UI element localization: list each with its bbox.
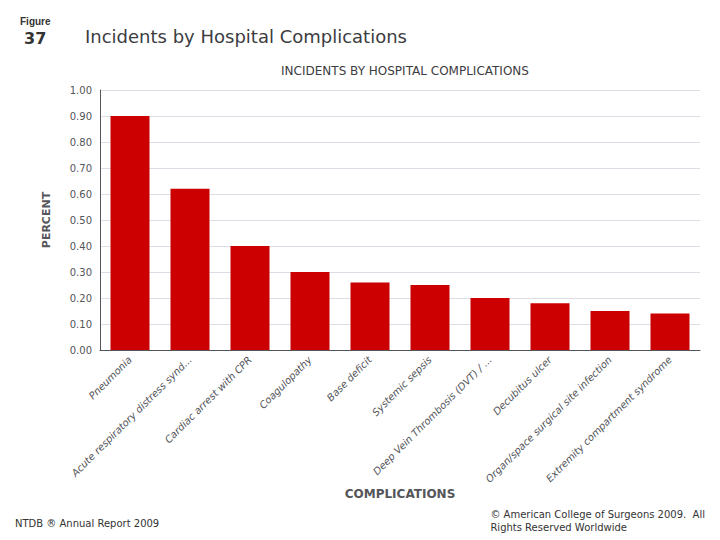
svg-text:COMPLICATIONS: COMPLICATIONS <box>345 487 456 501</box>
svg-text:0.50: 0.50 <box>70 215 92 226</box>
svg-text:Organ/space surgical site infe: Organ/space surgical site infection <box>483 354 613 484</box>
svg-text:Figure: Figure <box>20 16 51 27</box>
svg-text:0.00: 0.00 <box>70 345 92 356</box>
svg-text:0.30: 0.30 <box>70 267 92 278</box>
svg-text:PERCENT: PERCENT <box>40 191 53 248</box>
svg-text:0.90: 0.90 <box>70 111 92 122</box>
svg-text:0.40: 0.40 <box>70 241 92 252</box>
svg-text:INCIDENTS BY HOSPITAL COMPLICA: INCIDENTS BY HOSPITAL COMPLICATIONS <box>281 64 529 78</box>
svg-text:0.10: 0.10 <box>70 319 92 330</box>
svg-text:1.00: 1.00 <box>70 85 92 96</box>
svg-text:Extremity compartment syndrome: Extremity compartment syndrome <box>544 354 674 484</box>
svg-text:Deep Vein Thrombosis (DVT) / .: Deep Vein Thrombosis (DVT) / ... <box>371 354 494 477</box>
svg-text:Incidents by Hospital Complica: Incidents by Hospital Complications <box>85 26 407 47</box>
svg-text:Cardiac arrest with CPR: Cardiac arrest with CPR <box>163 354 254 445</box>
svg-text:0.70: 0.70 <box>70 163 92 174</box>
svg-text:Pneumonia: Pneumonia <box>87 354 134 401</box>
svg-text:Acute respiratory distress syn: Acute respiratory distress synd... <box>69 354 194 479</box>
svg-text:© American College of Surgeons: © American College of Surgeons 2009. All <box>490 509 705 520</box>
svg-text:0.20: 0.20 <box>70 293 92 304</box>
svg-text:0.60: 0.60 <box>70 189 92 200</box>
svg-text:Coagulopathy: Coagulopathy <box>257 353 315 411</box>
svg-text:NTDB ® Annual Report 2009: NTDB ® Annual Report 2009 <box>15 518 159 529</box>
svg-text:37: 37 <box>24 29 46 48</box>
svg-text:Rights Reserved Worldwide: Rights Reserved Worldwide <box>490 522 627 533</box>
svg-text:Systemic sepsis: Systemic sepsis <box>370 354 434 418</box>
svg-text:Decubitus ulcer: Decubitus ulcer <box>491 353 555 417</box>
svg-text:Base deficit: Base deficit <box>325 353 375 403</box>
svg-text:0.80: 0.80 <box>70 137 92 148</box>
